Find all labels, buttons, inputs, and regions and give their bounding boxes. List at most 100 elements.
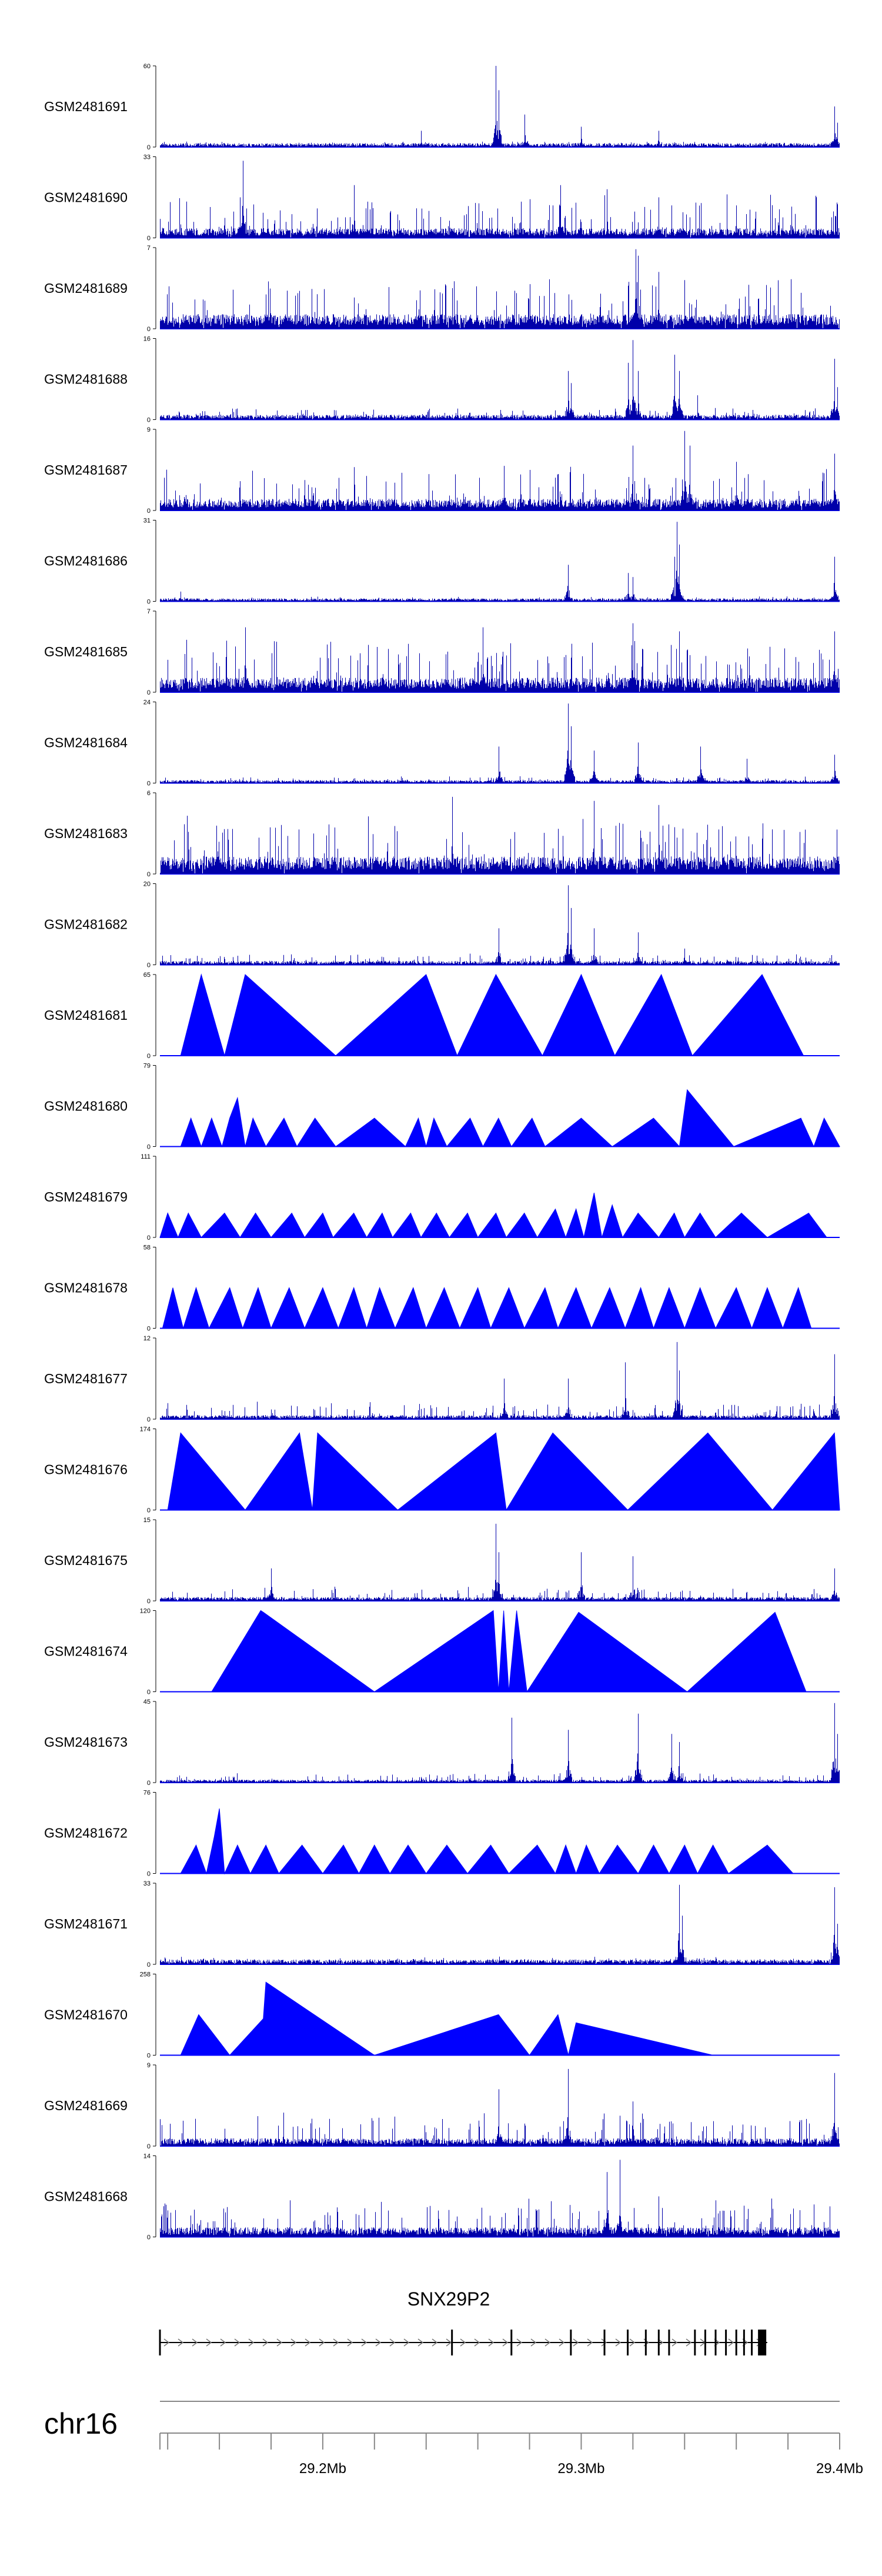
y-min-label: 0 [147, 1144, 151, 1151]
coverage-bars [160, 522, 840, 602]
strand-arrow-icon [573, 2338, 579, 2347]
strand-arrow-icon [403, 2338, 410, 2347]
y-max-label: 14 [143, 2153, 151, 2160]
track-GSM2481684: GSM2481684 24 0 [44, 699, 840, 788]
strand-arrow-icon [587, 2338, 593, 2347]
exon [735, 2330, 737, 2355]
track-GSM2481689: GSM2481689 7 0 [44, 245, 840, 333]
track-GSM2481672: GSM2481672 76 0 [44, 1790, 840, 1878]
exon [704, 2330, 706, 2355]
track-GSM2481685: GSM2481685 7 0 [44, 608, 840, 696]
coverage-bars [160, 623, 840, 692]
track-label: GSM2481678 [44, 1280, 128, 1296]
strand-arrow-icon [488, 2338, 495, 2347]
x-tick-label: 29.3Mb [557, 2461, 604, 2477]
y-max-label: 24 [143, 699, 151, 706]
y-max-label: 76 [143, 1790, 151, 1797]
strand-arrow-icon [559, 2338, 565, 2347]
track-label: GSM2481687 [44, 462, 128, 478]
track-label: GSM2481671 [44, 1916, 128, 1931]
y-min-label: 0 [147, 2234, 151, 2241]
track-label: GSM2481685 [44, 644, 128, 659]
exon [510, 2330, 513, 2355]
coverage-bars [160, 1884, 840, 1964]
coverage-bars [160, 1703, 840, 1783]
y-max-label: 7 [147, 245, 151, 252]
y-max-label: 33 [143, 154, 151, 161]
y-max-label: 45 [143, 1699, 151, 1706]
track-GSM2481670: GSM2481670 258 0 [44, 1971, 840, 2060]
track-GSM2481678: GSM2481678 58 0 [44, 1244, 840, 1333]
strand-arrow-icon [389, 2338, 396, 2347]
y-max-label: 7 [147, 608, 151, 615]
strand-arrow-icon [290, 2338, 297, 2347]
coverage-bars [160, 340, 840, 420]
y-max-label: 258 [140, 1971, 151, 1978]
y-min-label: 0 [147, 326, 151, 333]
strand-arrow-icon [516, 2338, 523, 2347]
strand-arrow-icon [615, 2338, 622, 2347]
y-min-label: 0 [147, 1961, 151, 1968]
y-min-label: 0 [147, 962, 151, 969]
track-GSM2481673: GSM2481673 45 0 [44, 1699, 840, 1787]
track-GSM2481668: GSM2481668 14 0 [44, 2153, 840, 2241]
track-label: GSM2481690 [44, 190, 128, 205]
y-min-label: 0 [147, 1507, 151, 1514]
y-min-label: 0 [147, 508, 151, 515]
coverage-bars [160, 431, 840, 510]
strand-arrow-icon [460, 2338, 466, 2347]
track-GSM2481690: GSM2481690 33 0 [44, 154, 840, 242]
gene-track: SNX29P2 [159, 2288, 767, 2355]
y-min-label: 0 [147, 1689, 151, 1696]
y-min-label: 0 [147, 1416, 151, 1423]
track-label: GSM2481682 [44, 917, 128, 932]
y-min-label: 0 [147, 1598, 151, 1605]
strand-arrow-icon [432, 2338, 438, 2347]
exon [657, 2330, 660, 2355]
coverage-area [211, 1610, 807, 1693]
track-label: GSM2481672 [44, 1826, 128, 1841]
strand-arrow-icon [671, 2338, 678, 2347]
coverage-bars [160, 249, 840, 329]
strand-arrow-icon [234, 2338, 240, 2347]
y-min-label: 0 [147, 689, 151, 696]
strand-arrow-icon [417, 2338, 424, 2347]
exon [603, 2330, 606, 2355]
y-max-label: 65 [143, 972, 151, 979]
y-min-label: 0 [147, 2143, 151, 2150]
y-min-label: 0 [147, 417, 151, 424]
track-label: GSM2481683 [44, 826, 128, 841]
exon [758, 2330, 767, 2355]
y-max-label: 58 [143, 1244, 151, 1252]
track-label: GSM2481669 [44, 2098, 128, 2113]
track-label: GSM2481680 [44, 1099, 128, 1114]
coverage-area [180, 1808, 794, 1875]
exon [451, 2330, 453, 2355]
strand-arrow-icon [629, 2338, 636, 2347]
strand-arrow-icon [502, 2338, 509, 2347]
track-label: GSM2481689 [44, 281, 128, 296]
x-tick-label: 29.4Mb [816, 2461, 863, 2477]
y-max-label: 60 [143, 63, 151, 70]
coverage-bars [160, 885, 840, 965]
coverage-bars [160, 796, 840, 874]
coverage-bars [160, 703, 840, 783]
coverage-area [180, 1089, 840, 1148]
track-GSM2481669: GSM2481669 9 0 [44, 2062, 840, 2150]
y-min-label: 0 [147, 871, 151, 878]
track-label: GSM2481679 [44, 1189, 128, 1204]
y-min-label: 0 [147, 1234, 151, 1242]
y-max-label: 174 [140, 1426, 151, 1433]
y-min-label: 0 [147, 1871, 151, 1878]
strand-arrow-icon [276, 2338, 283, 2347]
y-min-label: 0 [147, 1053, 151, 1060]
exon [743, 2330, 745, 2355]
exon [627, 2330, 629, 2355]
track-GSM2481686: GSM2481686 31 0 [44, 518, 840, 606]
strand-arrow-icon [544, 2338, 551, 2347]
track-GSM2481688: GSM2481688 16 0 [44, 336, 840, 424]
track-label: GSM2481681 [44, 1007, 128, 1023]
track-GSM2481680: GSM2481680 79 0 [44, 1063, 840, 1151]
track-GSM2481677: GSM2481677 12 0 [44, 1335, 840, 1423]
y-max-label: 6 [147, 790, 151, 797]
